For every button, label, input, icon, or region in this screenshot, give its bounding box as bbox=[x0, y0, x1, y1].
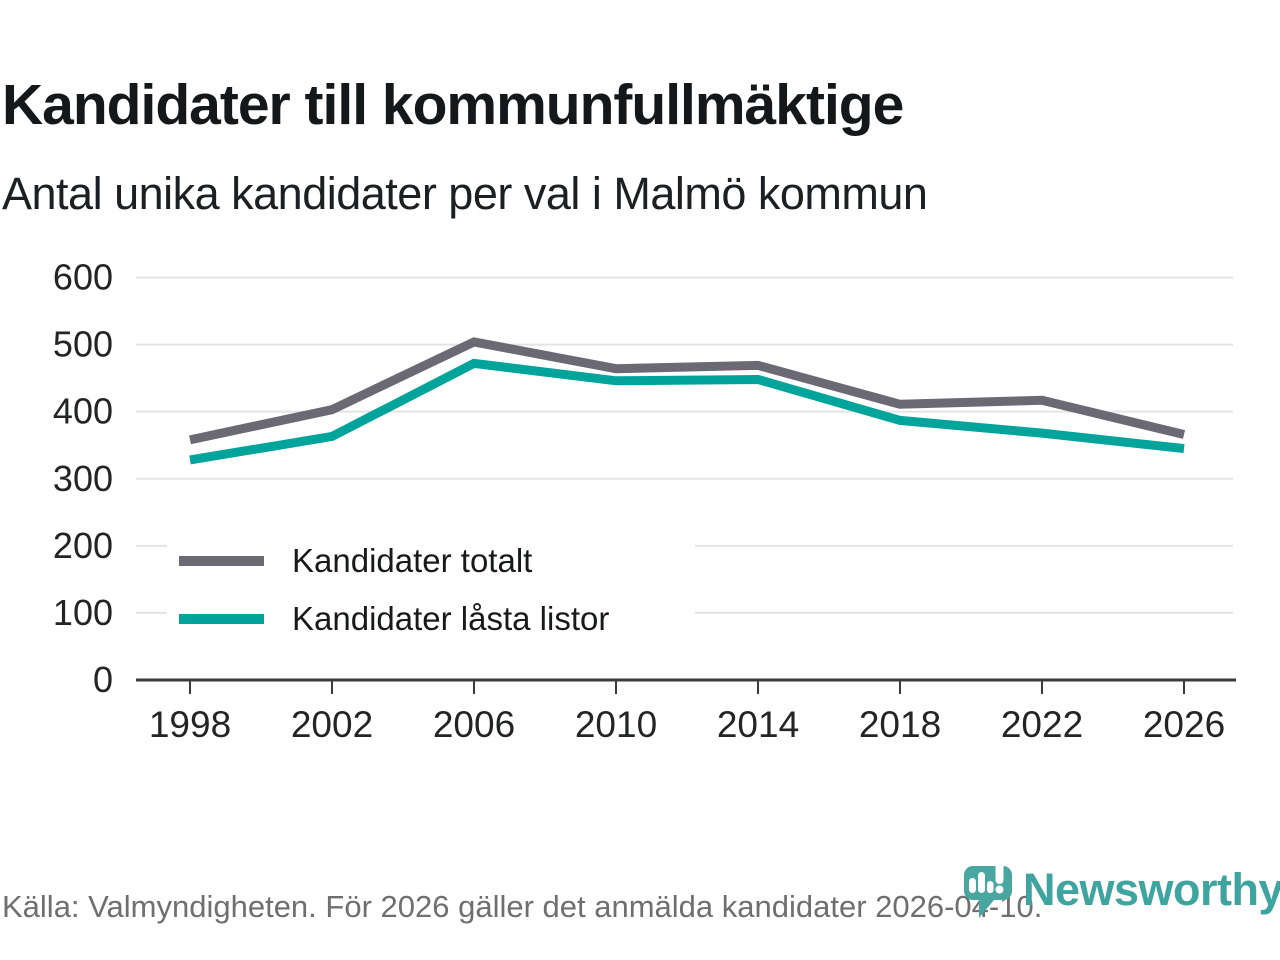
y-tick-label-200: 200 bbox=[53, 525, 113, 566]
y-tick-label-0: 0 bbox=[93, 659, 113, 700]
chart-subtitle: Antal unika kandidater per val i Malmö k… bbox=[2, 168, 928, 219]
newsworthy-logo[interactable]: Newsworthy bbox=[963, 856, 1280, 926]
y-tick-label-400: 400 bbox=[53, 391, 113, 432]
legend-label: Kandidater totalt bbox=[292, 542, 533, 579]
legend-label: Kandidater låsta listor bbox=[292, 600, 610, 637]
x-tick-label-1998: 1998 bbox=[149, 704, 231, 745]
x-tick-label-2010: 2010 bbox=[575, 704, 657, 745]
series-line-locked-lists bbox=[189, 358, 1185, 465]
y-tick-label-100: 100 bbox=[53, 592, 113, 633]
y-tick-label-300: 300 bbox=[53, 458, 113, 499]
chart-legend: Kandidater totalt Kandidater låsta listor bbox=[167, 534, 695, 650]
newsworthy-wordmark: Newsworthy bbox=[1023, 864, 1280, 915]
series-line-total bbox=[189, 337, 1186, 445]
x-tick-label-2002: 2002 bbox=[291, 704, 373, 745]
legend-item-total: Kandidater totalt bbox=[179, 540, 695, 582]
x-tick-label-2018: 2018 bbox=[859, 704, 941, 745]
source-note: Källa: Valmyndigheten. För 2026 gäller d… bbox=[2, 889, 1043, 924]
y-tick-label-600: 600 bbox=[53, 257, 113, 298]
newsworthy-pin-barchart-icon bbox=[964, 861, 1012, 918]
legend-item-locked-lists: Kandidater låsta listor bbox=[179, 598, 695, 640]
x-tick-label-2006: 2006 bbox=[433, 704, 515, 745]
legend-swatch-icon bbox=[179, 556, 264, 566]
x-tick-label-2022: 2022 bbox=[1001, 704, 1083, 745]
page-title: Kandidater till kommunfullmäktige bbox=[2, 73, 904, 138]
x-tick-label-2026: 2026 bbox=[1143, 704, 1225, 745]
y-tick-label-500: 500 bbox=[53, 324, 113, 365]
legend-swatch-icon bbox=[179, 614, 264, 624]
x-tick-label-2014: 2014 bbox=[717, 704, 799, 745]
